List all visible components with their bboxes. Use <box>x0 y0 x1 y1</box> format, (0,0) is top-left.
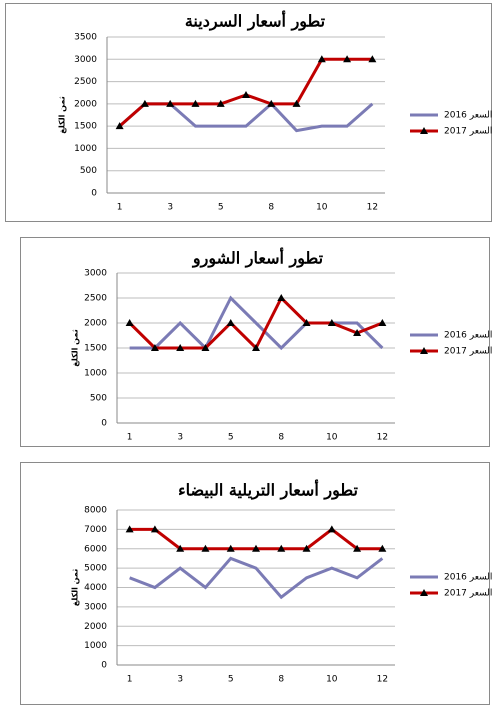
y-tick-label: 7000 <box>84 525 107 535</box>
data-point <box>292 99 301 107</box>
y-tick-label: 3000 <box>84 269 107 279</box>
x-tick-label: 12 <box>377 433 388 443</box>
y-tick-label: 8000 <box>84 506 107 516</box>
chart-title: تطور أسعار التريلية البيضاء <box>178 479 358 501</box>
y-tick-label: 500 <box>80 166 97 176</box>
data-line <box>129 295 384 351</box>
data-point <box>368 55 377 63</box>
x-tick-label: 1 <box>117 203 123 213</box>
y-tick-label: 0 <box>101 661 107 671</box>
x-tick-label: 3 <box>177 433 183 443</box>
x-tick-label: 12 <box>367 203 378 213</box>
data-point <box>353 544 362 552</box>
x-tick-label: 10 <box>316 203 328 213</box>
y-tick-label: 500 <box>90 394 107 404</box>
data-point <box>343 55 352 63</box>
data-point <box>353 329 362 336</box>
x-tick-label: 1 <box>127 675 133 685</box>
data-point <box>125 525 134 533</box>
y-tick-label: 5000 <box>84 564 107 574</box>
data-point <box>226 544 235 552</box>
y-tick-label: 0 <box>101 419 107 429</box>
y-tick-label: 1500 <box>74 122 97 132</box>
data-point <box>216 99 225 107</box>
legend-label: 2017 السعر <box>444 347 492 357</box>
y-tick-label: 1000 <box>84 369 107 379</box>
data-point <box>252 544 260 552</box>
x-tick-label: 1 <box>127 433 133 443</box>
x-tick-label: 3 <box>167 203 173 213</box>
legend-marker <box>420 127 428 134</box>
x-tick-label: 10 <box>326 675 338 685</box>
y-tick-label: 3000 <box>84 602 107 612</box>
y-tick-label: 1500 <box>84 344 107 354</box>
y-tick-label: 2500 <box>74 77 97 87</box>
x-tick-label: 3 <box>177 675 183 685</box>
x-tick-label: 8 <box>278 675 284 685</box>
x-tick-label: 8 <box>268 203 274 213</box>
y-axis-label: ثمن الكلغ <box>58 96 67 133</box>
y-tick-label: 0 <box>91 189 97 199</box>
data-point <box>317 55 326 63</box>
data-point <box>378 319 387 326</box>
data-point <box>191 99 200 107</box>
chart-panel <box>20 237 490 447</box>
y-tick-label: 2500 <box>84 294 107 304</box>
data-point <box>176 344 185 351</box>
data-point <box>201 344 210 351</box>
data-point <box>327 319 336 326</box>
legend-label: 2016 السعر <box>444 111 492 121</box>
legend-label: 2016 السعر <box>444 331 492 341</box>
y-tick-label: 6000 <box>84 544 107 554</box>
chart-panel <box>5 3 492 222</box>
data-point <box>140 99 149 107</box>
legend-label: 2017 السعر <box>444 589 492 599</box>
data-point <box>277 294 286 301</box>
data-point <box>226 319 235 326</box>
x-tick-label: 10 <box>326 433 338 443</box>
y-tick-label: 1000 <box>74 144 97 154</box>
data-point <box>267 99 276 107</box>
x-tick-label: 5 <box>228 433 234 443</box>
data-point <box>176 544 185 552</box>
legend-marker <box>420 589 428 596</box>
data-point <box>201 544 210 552</box>
x-tick-label: 5 <box>228 675 234 685</box>
chart-title: تطور أسعار السردينة <box>185 10 326 32</box>
data-point <box>242 90 250 98</box>
data-point <box>150 525 159 533</box>
y-tick-label: 2000 <box>84 622 107 632</box>
y-axis-label: ثمن الكلغ <box>71 569 80 606</box>
data-point <box>378 544 387 552</box>
y-tick-label: 3000 <box>74 55 97 65</box>
data-line <box>129 556 384 600</box>
x-tick-label: 12 <box>377 675 388 685</box>
data-point <box>252 344 260 351</box>
data-point <box>277 544 286 552</box>
y-tick-label: 4000 <box>84 583 107 593</box>
chart-title: تطور أسعار الشورو <box>192 247 324 269</box>
chart-panel <box>20 462 490 705</box>
data-point <box>302 319 311 326</box>
y-tick-label: 1000 <box>84 641 107 651</box>
data-point <box>150 344 159 351</box>
data-point <box>302 544 311 552</box>
x-tick-label: 8 <box>278 433 284 443</box>
y-axis-label: ثمن الكلغ <box>71 329 80 366</box>
data-point <box>166 99 175 107</box>
data-point <box>125 319 134 326</box>
legend-label: 2017 السعر <box>444 127 492 137</box>
data-point <box>327 525 336 533</box>
data-point <box>115 122 124 130</box>
y-tick-label: 3500 <box>74 33 97 43</box>
legend-label: 2016 السعر <box>444 573 492 583</box>
x-tick-label: 5 <box>218 203 224 213</box>
legend-marker <box>420 347 428 354</box>
y-tick-label: 2000 <box>74 99 97 109</box>
y-tick-label: 2000 <box>84 319 107 329</box>
